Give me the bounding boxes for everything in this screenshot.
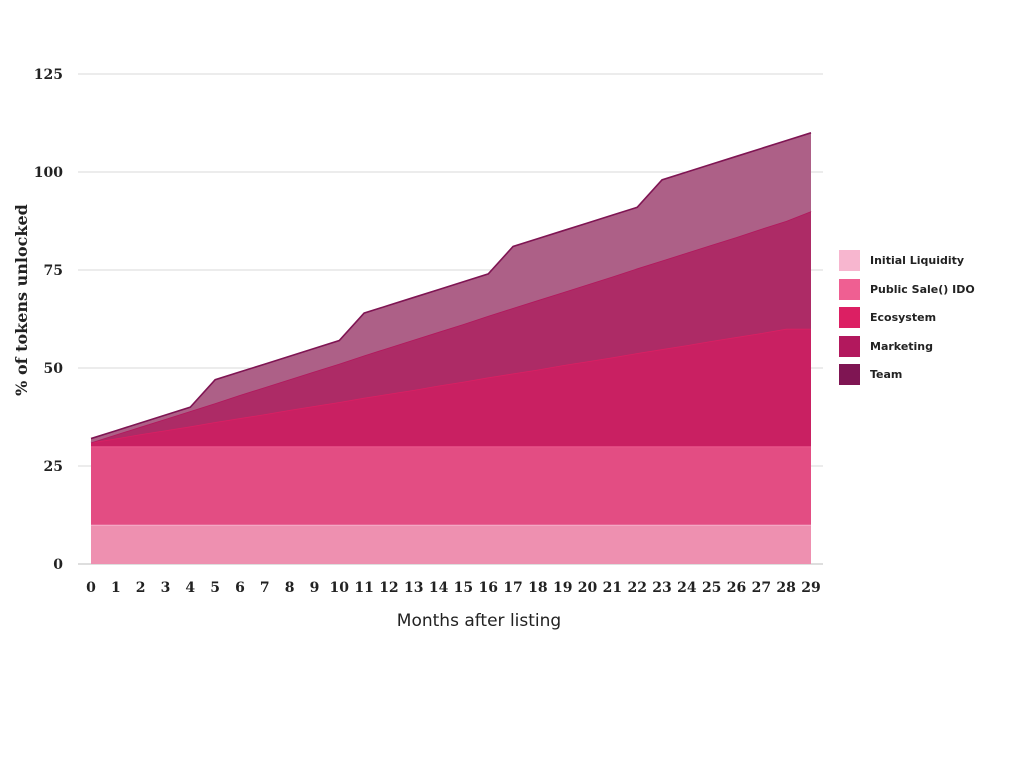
y-tick-label: 25	[44, 459, 63, 475]
x-tick-label: 0	[86, 580, 96, 596]
x-tick-label: 24	[677, 580, 697, 596]
legend-item: Initial Liquidity	[839, 250, 975, 271]
x-tick-label: 18	[528, 580, 547, 596]
x-tick-label: 6	[235, 580, 245, 596]
legend-swatch	[839, 364, 860, 385]
y-tick-label: 75	[44, 263, 63, 279]
legend-label: Public Sale() IDO	[870, 282, 975, 296]
x-tick-label: 17	[503, 580, 522, 596]
x-tick-label: 2	[136, 580, 146, 596]
x-tick-label: 12	[379, 580, 398, 596]
y-tick-label: 0	[53, 557, 63, 573]
legend-item: Team	[839, 364, 975, 385]
legend-label: Ecosystem	[870, 311, 937, 324]
x-tick-label: 20	[578, 580, 598, 596]
area-initial-liquidity	[91, 524, 811, 564]
x-tick-label: 26	[727, 580, 746, 596]
y-tick-label: 100	[34, 165, 63, 181]
legend-label: Marketing	[870, 339, 934, 353]
x-tick-label: 14	[429, 580, 449, 596]
x-tick-label: 22	[627, 580, 646, 596]
legend-item: Public Sale() IDO	[839, 278, 975, 300]
x-tick-labels: 0 1 2 3 4 5 6 7 8 9 10 11 12 13 14 15 16 17 18 19 20 21 22 23 24…	[86, 580, 821, 596]
x-tick-label: 23	[652, 580, 671, 596]
legend-item: Marketing	[839, 335, 975, 357]
legend-label: Initial Liquidity	[870, 254, 965, 267]
x-tick-label: 15	[454, 580, 473, 596]
x-tick-label: 27	[752, 580, 771, 596]
x-tick-label: 19	[553, 580, 572, 596]
x-tick-label: 25	[702, 580, 721, 596]
legend-label: Team	[870, 368, 903, 381]
y-tick-label: 50	[44, 361, 64, 377]
x-tick-label: 28	[776, 580, 795, 596]
x-tick-label: 4	[185, 580, 195, 596]
area-series	[90, 132, 812, 564]
legend: Initial Liquidity Public Sale() IDO Ecosys…	[839, 250, 975, 393]
x-tick-label: 16	[478, 580, 497, 596]
x-tick-label: 10	[330, 580, 350, 596]
y-tick-labels: 0 25 50 75 100 125	[34, 67, 63, 573]
legend-swatch	[839, 250, 860, 271]
legend-swatch	[839, 307, 860, 328]
x-axis-title: Months after listing	[397, 611, 561, 631]
x-tick-label: 1	[111, 580, 121, 596]
x-tick-label: 13	[404, 580, 423, 596]
y-axis-title: % of tokens unlocked	[12, 204, 31, 396]
y-tick-label: 125	[34, 67, 63, 83]
x-tick-label: 7	[260, 580, 270, 596]
area-ecosystem	[91, 328, 811, 447]
x-tick-label: 29	[801, 580, 820, 596]
x-tick-label: 9	[310, 580, 320, 596]
area-marketing	[91, 211, 811, 443]
x-tick-label: 8	[285, 580, 295, 596]
legend-swatch	[839, 335, 860, 357]
x-tick-label: 21	[603, 580, 622, 596]
legend-item: Ecosystem	[839, 307, 975, 328]
x-tick-label: 5	[210, 580, 220, 596]
area-public-sale-ido	[91, 446, 811, 525]
area-team	[91, 132, 811, 443]
x-tick-label: 3	[161, 580, 171, 596]
legend-swatch	[839, 278, 860, 300]
x-tick-label: 11	[354, 580, 373, 596]
series-line-team	[90, 132, 812, 440]
